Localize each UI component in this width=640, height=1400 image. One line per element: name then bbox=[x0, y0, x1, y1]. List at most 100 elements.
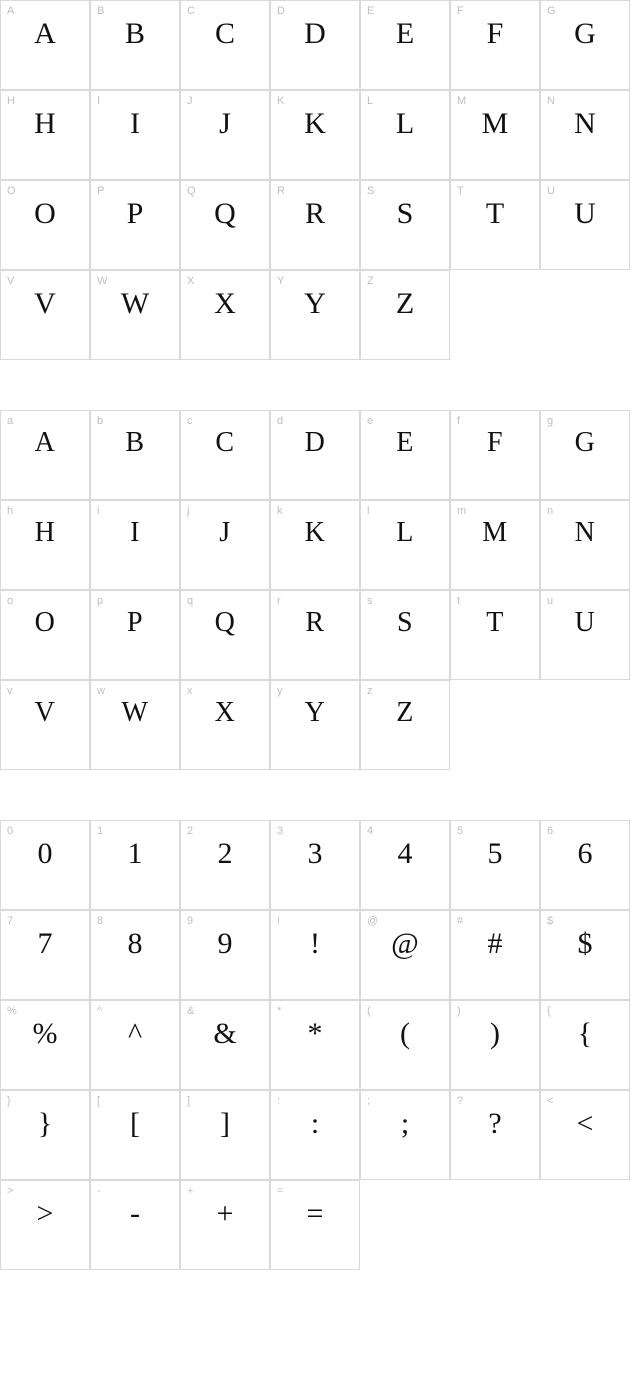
glyph-char: W bbox=[91, 699, 179, 727]
glyph-key-label: d bbox=[277, 415, 283, 427]
glyph-key-label: r bbox=[277, 595, 281, 607]
glyph-cell: vV bbox=[0, 680, 90, 770]
glyph-key-label: e bbox=[367, 415, 373, 427]
glyph-char: + bbox=[181, 1199, 269, 1229]
glyph-cell: XX bbox=[180, 270, 270, 360]
glyph-key-label: 6 bbox=[547, 825, 553, 837]
glyph-char: = bbox=[271, 1199, 359, 1229]
glyph-key-label: ] bbox=[187, 1095, 190, 1107]
glyph-char: # bbox=[451, 929, 539, 959]
glyph-cell: bB bbox=[90, 410, 180, 500]
glyph-char: * bbox=[271, 1019, 359, 1049]
glyph-char: ] bbox=[181, 1109, 269, 1139]
glyph-cell: sS bbox=[360, 590, 450, 680]
glyph-key-label: E bbox=[367, 5, 374, 17]
glyph-cell: AA bbox=[0, 0, 90, 90]
glyph-cell: BB bbox=[90, 0, 180, 90]
glyph-cell: 66 bbox=[540, 820, 630, 910]
glyph-cell: >> bbox=[0, 1180, 90, 1270]
glyph-cell: 77 bbox=[0, 910, 90, 1000]
glyph-cell: zZ bbox=[360, 680, 450, 770]
glyph-char: : bbox=[271, 1109, 359, 1139]
glyph-cell: PP bbox=[90, 180, 180, 270]
glyph-char: S bbox=[361, 199, 449, 229]
glyph-cell: 44 bbox=[360, 820, 450, 910]
glyph-cell: ]] bbox=[180, 1090, 270, 1180]
glyph-cell: aA bbox=[0, 410, 90, 500]
glyph-cell: 11 bbox=[90, 820, 180, 910]
glyph-cell: WW bbox=[90, 270, 180, 360]
glyph-key-label: X bbox=[187, 275, 194, 287]
glyph-cell: nN bbox=[540, 500, 630, 590]
glyph-char: V bbox=[1, 699, 89, 727]
glyph-key-label: F bbox=[457, 5, 464, 17]
glyph-char: N bbox=[541, 109, 629, 139]
glyph-cell: (( bbox=[360, 1000, 450, 1090]
glyph-char: Q bbox=[181, 609, 269, 637]
glyph-char: ? bbox=[451, 1109, 539, 1139]
glyph-key-label: O bbox=[7, 185, 16, 197]
glyph-char: G bbox=[541, 19, 629, 49]
glyph-char: U bbox=[541, 609, 629, 637]
glyph-char: ^ bbox=[91, 1019, 179, 1049]
glyph-cell: 55 bbox=[450, 820, 540, 910]
glyph-cell: ** bbox=[270, 1000, 360, 1090]
glyph-key-label: J bbox=[187, 95, 193, 107]
glyph-char: T bbox=[451, 199, 539, 229]
glyph-key-label: y bbox=[277, 685, 283, 697]
glyph-char: G bbox=[541, 429, 629, 457]
glyph-cell: tT bbox=[450, 590, 540, 680]
glyph-key-label: v bbox=[7, 685, 13, 697]
glyph-cell: fF bbox=[450, 410, 540, 500]
glyph-char: 5 bbox=[451, 839, 539, 869]
glyph-cell: == bbox=[270, 1180, 360, 1270]
glyph-cell: dD bbox=[270, 410, 360, 500]
glyph-cell: $$ bbox=[540, 910, 630, 1000]
glyph-key-label: ! bbox=[277, 915, 280, 927]
glyph-char: J bbox=[181, 109, 269, 139]
glyph-cell: ZZ bbox=[360, 270, 450, 360]
glyph-cell: cC bbox=[180, 410, 270, 500]
glyph-cell: QQ bbox=[180, 180, 270, 270]
glyph-key-label: : bbox=[277, 1095, 280, 1107]
glyph-cell: ;; bbox=[360, 1090, 450, 1180]
glyph-key-label: 4 bbox=[367, 825, 373, 837]
glyph-key-label: B bbox=[97, 5, 104, 17]
glyph-char: E bbox=[361, 19, 449, 49]
glyph-cell: mM bbox=[450, 500, 540, 590]
section-digits-punct: 00112233445566778899!!@@##$$%%^^&&**(())… bbox=[0, 820, 640, 1270]
glyph-key-label: N bbox=[547, 95, 555, 107]
glyph-char: P bbox=[91, 609, 179, 637]
glyph-cell: uU bbox=[540, 590, 630, 680]
glyph-key-label: M bbox=[457, 95, 466, 107]
glyph-key-label: [ bbox=[97, 1095, 100, 1107]
glyph-key-label: c bbox=[187, 415, 193, 427]
glyph-cell: << bbox=[540, 1090, 630, 1180]
glyph-key-label: T bbox=[457, 185, 464, 197]
glyph-char: M bbox=[451, 109, 539, 139]
glyph-cell: ++ bbox=[180, 1180, 270, 1270]
glyph-char: $ bbox=[541, 929, 629, 959]
glyph-key-label: 1 bbox=[97, 825, 103, 837]
glyph-key-label: G bbox=[547, 5, 556, 17]
glyph-cell: 22 bbox=[180, 820, 270, 910]
glyph-key-label: R bbox=[277, 185, 285, 197]
glyph-cell: ?? bbox=[450, 1090, 540, 1180]
glyph-char: C bbox=[181, 19, 269, 49]
glyph-key-label: ; bbox=[367, 1095, 370, 1107]
glyph-key-label: w bbox=[97, 685, 105, 697]
glyph-key-label: i bbox=[97, 505, 99, 517]
glyph-key-label: # bbox=[457, 915, 463, 927]
glyph-char: T bbox=[451, 609, 539, 637]
glyph-char: - bbox=[91, 1199, 179, 1229]
glyph-cell: )) bbox=[450, 1000, 540, 1090]
glyph-char: % bbox=[1, 1019, 89, 1049]
glyph-char: U bbox=[541, 199, 629, 229]
glyph-cell: xX bbox=[180, 680, 270, 770]
glyph-cell: GG bbox=[540, 0, 630, 90]
glyph-char: < bbox=[541, 1109, 629, 1139]
glyph-key-label: H bbox=[7, 95, 15, 107]
glyph-grid: aAbBcCdDeEfFgGhHiIjJkKlLmMnNoOpPqQrRsStT… bbox=[0, 410, 630, 770]
glyph-cell: ## bbox=[450, 910, 540, 1000]
glyph-key-label: ( bbox=[367, 1005, 371, 1017]
